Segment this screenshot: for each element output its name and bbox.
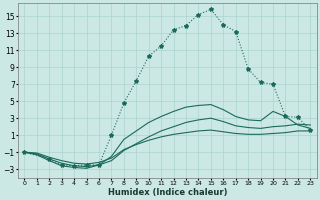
X-axis label: Humidex (Indice chaleur): Humidex (Indice chaleur) <box>108 188 227 197</box>
